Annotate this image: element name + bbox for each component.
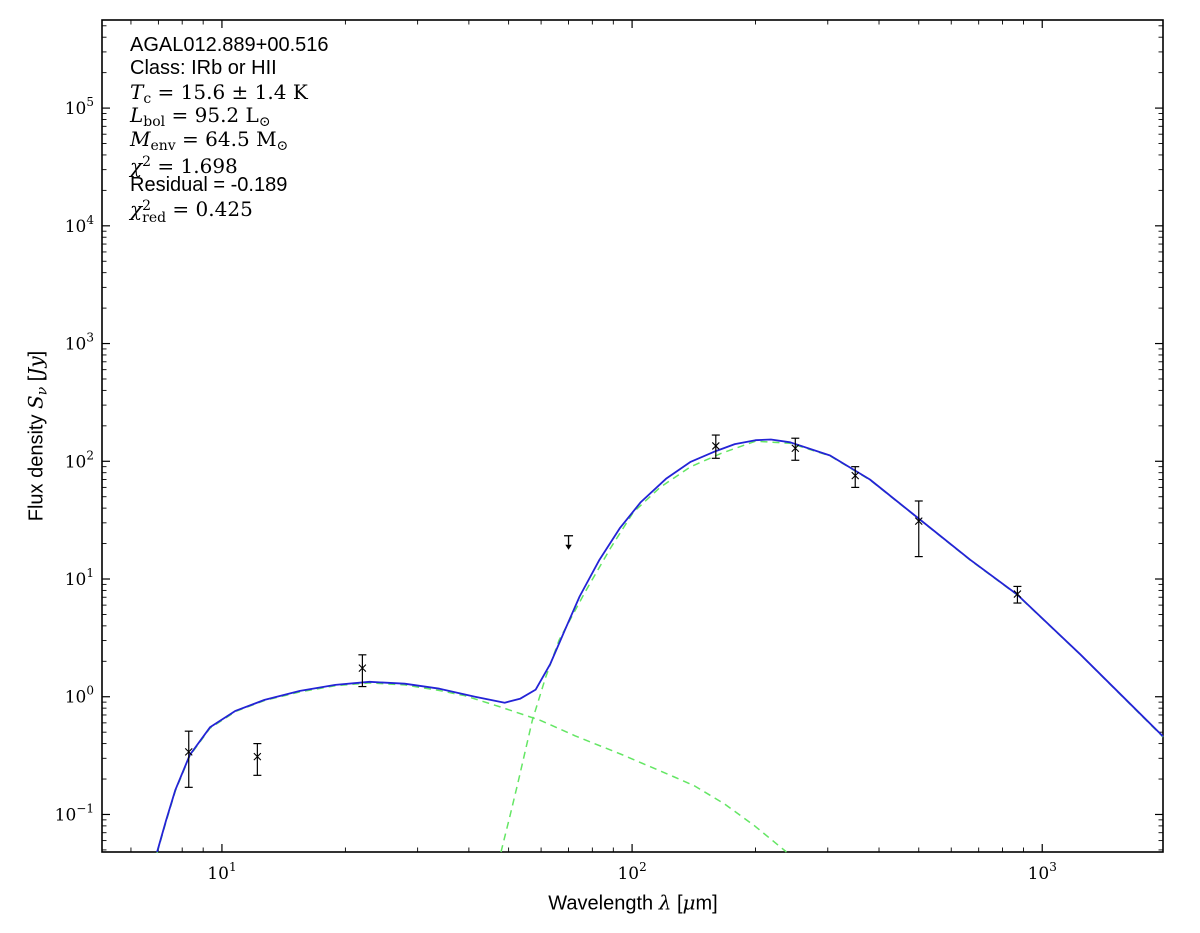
data-point-22um [358, 654, 367, 688]
fit-curves [156, 438, 1164, 854]
envelope-mass: Menv = 64.5 M⊙ [130, 126, 289, 154]
class-label: Class: IRb or HII [130, 57, 277, 80]
y-axis: 10−1 100 101 102 103 104 105 [55, 25, 1163, 851]
tick-label-10e1: 101 [207, 860, 236, 884]
data-point-870um [1013, 585, 1022, 604]
cold-component-curve [500, 440, 1164, 853]
x-axis-label: Wavelength λ [μm] [548, 890, 718, 915]
tick-label-10e0: 100 [65, 684, 94, 708]
upper-limit-70um [564, 535, 574, 550]
y-axis-label: Flux density Sν [Jy] [23, 350, 51, 522]
data-point-12.2um [253, 742, 262, 776]
residual: Residual = -0.189 [130, 174, 288, 197]
tick-label-10e4: 104 [65, 213, 95, 237]
annotation-box: AGAL012.889+00.516 Class: IRb or HII Tc = … [130, 34, 329, 226]
data-point-160um [711, 434, 720, 459]
tick-label-10e1: 101 [65, 566, 94, 590]
total-fit-curve [156, 438, 1164, 853]
data-point-350um [851, 466, 860, 488]
tick-label-10e3: 103 [65, 331, 94, 355]
tick-label-10e5: 105 [65, 95, 94, 119]
source-name: AGAL012.889+00.516 [130, 34, 329, 56]
data-point-8.3um [184, 730, 193, 788]
tick-label-10e-1: 10−1 [55, 801, 94, 825]
tick-label-10e2: 102 [65, 448, 94, 472]
dust-temperature: Tc = 15.6 ± 1.4 K [130, 79, 308, 107]
data-points [184, 434, 1022, 788]
warm-component-curve [156, 682, 787, 854]
data-point-250um [791, 437, 800, 461]
tick-label-10e3: 103 [1028, 860, 1057, 884]
bolometric-luminosity: Lbol = 95.2 L⊙ [130, 103, 271, 131]
chi-squared: χ2 = 1.698 [130, 153, 238, 178]
x-axis: 101 102 103 [130, 20, 1057, 884]
reduced-chi-squared: χ 2 red = 0.425 [130, 196, 253, 226]
data-point-500um [914, 500, 923, 558]
tick-label-10e2: 102 [617, 860, 646, 884]
